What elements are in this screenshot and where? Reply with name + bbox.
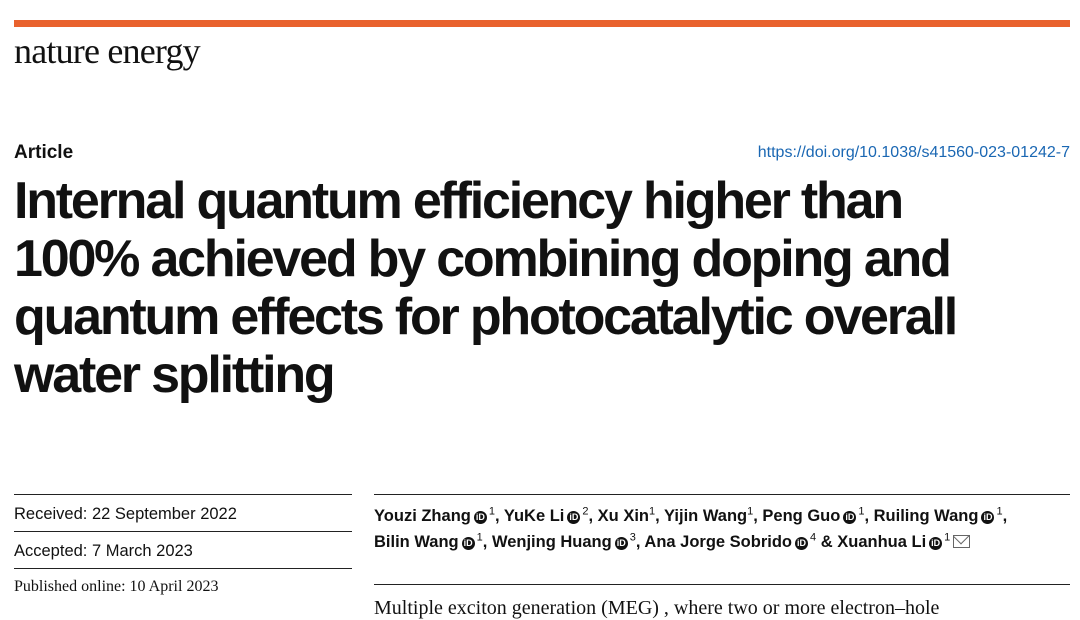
author-name[interactable]: Peng Guo (762, 507, 841, 525)
orcid-icon[interactable]: iD (614, 537, 628, 550)
received-date: Received: 22 September 2022 (14, 494, 352, 531)
author-name[interactable]: Wenjing Huang (491, 533, 612, 551)
affiliation-number[interactable]: 2 (582, 505, 589, 518)
published-date: Published online: 10 April 2023 (14, 568, 352, 605)
orcid-icon[interactable]: iD (981, 511, 995, 524)
author-name[interactable]: Bilin Wang (374, 533, 459, 551)
affiliation-number[interactable]: 1 (996, 505, 1003, 518)
affiliation-number[interactable]: 1 (476, 531, 483, 544)
author-separator: & (816, 533, 838, 551)
affiliation-number[interactable]: 1 (944, 531, 951, 544)
affiliation-number[interactable]: 1 (858, 505, 865, 518)
author-name[interactable]: Yijin Wang (664, 507, 748, 525)
author-separator: , (494, 507, 504, 525)
author-separator: , (753, 507, 763, 525)
author-name[interactable]: Ana Jorge Sobrido (644, 533, 793, 551)
author-separator: , (482, 533, 492, 551)
divider (374, 494, 1070, 495)
author-name[interactable]: Xuanhua Li (837, 533, 927, 551)
email-icon[interactable] (953, 535, 971, 548)
author-separator: , (655, 507, 665, 525)
author-separator: , (588, 507, 598, 525)
article-type-label: Article (14, 142, 74, 163)
title-line: water splitting (14, 346, 336, 404)
affiliation-number[interactable]: 1 (747, 505, 754, 518)
author-separator: , (864, 507, 874, 525)
author-separator: , (635, 533, 645, 551)
article-title: Internal quantum efficiency higher than … (14, 172, 1074, 404)
author-name[interactable]: Youzi Zhang (374, 507, 471, 525)
title-line: Internal quantum efficiency higher than (14, 172, 904, 230)
orcid-icon[interactable]: iD (567, 511, 581, 524)
affiliation-number[interactable]: 4 (810, 531, 817, 544)
author-separator: , (1002, 507, 1008, 525)
orcid-icon[interactable]: iD (795, 537, 809, 550)
article-dates: Received: 22 September 2022 Accepted: 7 … (14, 494, 352, 605)
orcid-icon[interactable]: iD (843, 511, 857, 524)
title-line: 100% achieved by combining doping and (14, 230, 952, 288)
author-name[interactable]: Ruiling Wang (873, 507, 979, 525)
brand-accent-bar (14, 20, 1070, 27)
author-name[interactable]: YuKe Li (503, 507, 565, 525)
doi-link[interactable]: https://doi.org/10.1038/s41560-023-01242… (757, 144, 1070, 161)
orcid-icon[interactable]: iD (461, 537, 475, 550)
orcid-icon[interactable]: iD (473, 511, 487, 524)
abstract-text: Multiple exciton generation (MEG) , wher… (374, 597, 940, 619)
accepted-date: Accepted: 7 March 2023 (14, 531, 352, 568)
orcid-icon[interactable]: iD (929, 537, 943, 550)
divider (374, 584, 1070, 585)
author-name[interactable]: Xu Xin (597, 507, 650, 525)
affiliation-number[interactable]: 1 (488, 505, 495, 518)
affiliation-number[interactable]: 1 (649, 505, 656, 518)
author-list: Youzi Zhang iD 1, YuKe Li iD 2, Xu Xin1, Yij… (374, 503, 1074, 555)
affiliation-number[interactable]: 3 (629, 531, 636, 544)
journal-logo[interactable]: nature energy (14, 31, 201, 71)
title-line: quantum effects for photocatalytic overa… (14, 288, 958, 346)
